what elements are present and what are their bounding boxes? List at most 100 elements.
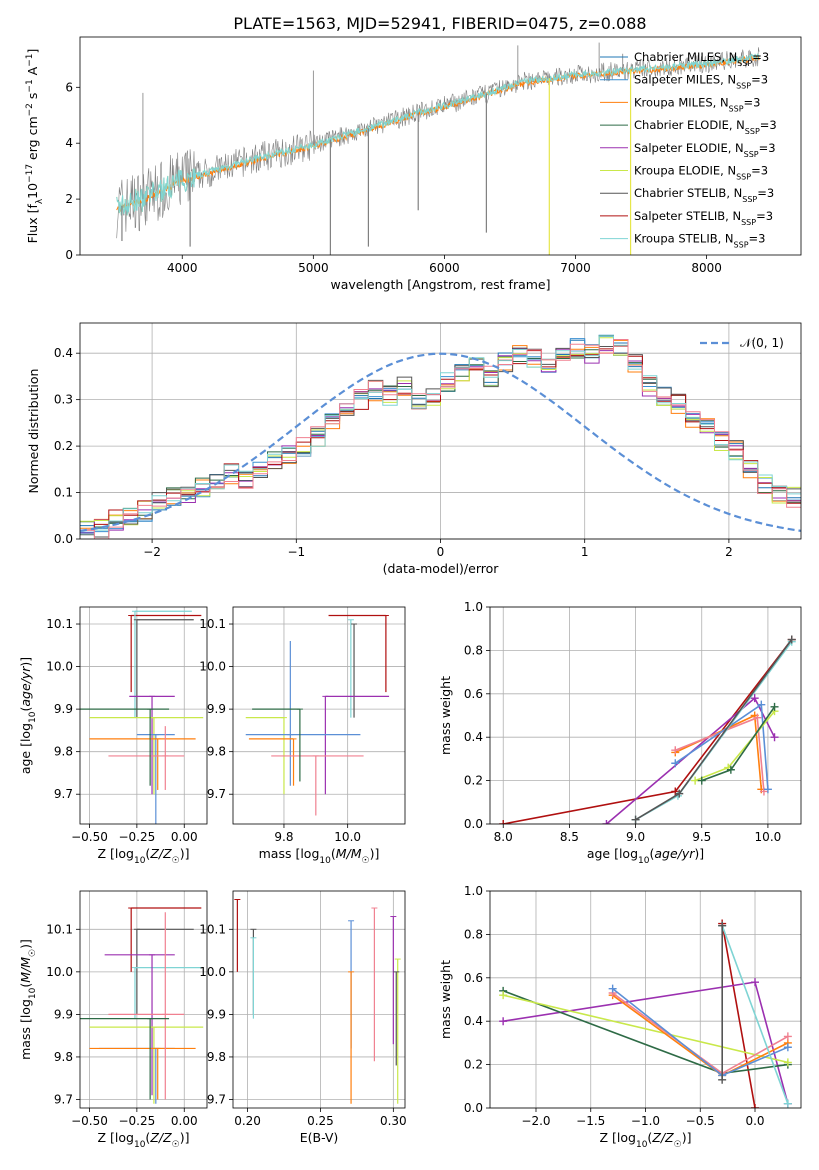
- y-tick-label: 10.0: [199, 660, 226, 674]
- mass_vs_z-panel: −0.50 −0.25 0.00 9.7 9.8 9.9 10.0 10.1 Z [log10(…: [18, 890, 208, 1150]
- y-tick-label: 0.3: [54, 393, 73, 407]
- y-tick-label: 9.7: [54, 1092, 73, 1106]
- data-point: [234, 899, 241, 972]
- x-tick-label: 2: [725, 545, 733, 559]
- plus-marker: [751, 978, 760, 987]
- plus-marker: [499, 1017, 508, 1026]
- x-tick-label: 9.5: [692, 830, 711, 844]
- y-tick-label: 1.0: [464, 600, 483, 614]
- axes-frame: [79, 322, 802, 540]
- y-tick-label: 9.8: [54, 745, 73, 759]
- x-tick-label: 0.00: [171, 830, 198, 844]
- errorbars: [80, 610, 204, 824]
- histogram-series: [80, 335, 801, 535]
- plus-marker: [499, 820, 508, 824]
- legend-entry: Salpeter ELODIE, NSSP=3: [634, 141, 776, 159]
- data-point: [128, 907, 202, 972]
- x-axis-label: Z [log10(Z/Z☉)]: [600, 1130, 692, 1150]
- data-point: [104, 954, 175, 1096]
- plus-marker: [718, 1075, 727, 1084]
- plus-marker: [770, 702, 779, 711]
- data-point: [89, 1047, 196, 1100]
- spectrum-panel: 4000 5000 6000 7000 8000 0 2 4 6 wavelength [Angs…: [25, 36, 802, 292]
- x-tick-label: −0.5: [686, 1114, 715, 1128]
- y-tick-label: 9.8: [207, 1050, 226, 1064]
- y-tick-label: 10.1: [46, 922, 73, 936]
- plus-marker: [697, 776, 706, 785]
- y-axis-label: age [log10(age/yr)]: [18, 657, 38, 774]
- plus-marker: [763, 785, 772, 794]
- x-tick-label: −0.50: [71, 830, 108, 844]
- plus-marker: [783, 1058, 792, 1067]
- x-tick-label: 0.30: [380, 1114, 407, 1128]
- data-point: [245, 641, 361, 786]
- y-tick-label: 0.6: [464, 971, 483, 985]
- y-tick-label: 9.7: [207, 787, 226, 801]
- plus-marker: [751, 1104, 760, 1108]
- axes-frame: [79, 36, 802, 256]
- legend-entry: Chabrier ELODIE, NSSP=3: [634, 118, 777, 136]
- data-point: [89, 738, 196, 790]
- x-tick-label: 10.0: [334, 830, 361, 844]
- y-tick-label: 0.8: [464, 927, 483, 941]
- axes-frame: [232, 606, 406, 825]
- data-point: [252, 708, 303, 782]
- y-axis-label: mass weight: [438, 960, 453, 1039]
- legend-entry: Kroupa STELIB, NSSP=3: [634, 232, 765, 250]
- data-point: [371, 907, 378, 1062]
- histogram-series: [80, 339, 801, 539]
- y-axis-label: mass [log10(M/M☉)]: [18, 939, 38, 1060]
- plus-marker: [675, 789, 684, 798]
- data-point: [136, 734, 175, 824]
- y-tick-label: 0.0: [464, 1101, 483, 1115]
- age_vs_z-panel: −0.50 −0.25 0.00 9.7 9.8 9.9 10.0 10.1 Z [log10(…: [18, 606, 208, 866]
- axes-frame: [489, 606, 802, 825]
- data-point: [80, 1018, 170, 1100]
- x-tick-label: 1: [581, 545, 589, 559]
- weight-series: [721, 925, 789, 1104]
- data-point: [322, 695, 390, 795]
- y-tick-label: 9.9: [54, 702, 73, 716]
- y-tick-label: 1.0: [464, 884, 483, 898]
- data-point: [390, 916, 397, 1045]
- plus-marker: [726, 765, 735, 774]
- y-tick-label: 9.7: [54, 787, 73, 801]
- x-axis-label: Z [log10(Z/Z☉)]: [98, 846, 190, 866]
- y-tick-label: 0.4: [464, 1014, 483, 1028]
- data-point: [131, 966, 202, 1019]
- y-tick-label: 10.0: [46, 660, 73, 674]
- y-tick-label: 10.1: [46, 617, 73, 631]
- y-tick-label: 6: [65, 80, 73, 94]
- histogram-steps: [80, 334, 801, 539]
- model-spectrum-cyan: [116, 53, 760, 216]
- legend-entry: Salpeter MILES, NSSP=3: [634, 73, 768, 91]
- y-tick-label: 9.7: [207, 1092, 226, 1106]
- x-tick-label: −2.0: [521, 1114, 550, 1128]
- weight-lines: [499, 919, 792, 1108]
- plus-marker: [753, 713, 762, 722]
- y-tick-label: 0.0: [464, 817, 483, 831]
- axes-frame: [489, 890, 802, 1109]
- x-tick-label: −2: [143, 545, 161, 559]
- x-tick-label: 0.00: [171, 1114, 198, 1128]
- x-axis-label: age [log10(age/yr)]: [587, 846, 704, 866]
- data-point: [108, 912, 185, 1100]
- data-point: [248, 738, 297, 786]
- y-tick-label: 9.9: [54, 1007, 73, 1021]
- plus-marker: [783, 1043, 792, 1052]
- x-tick-label: 0.25: [307, 1114, 334, 1128]
- x-tick-label: 0.20: [234, 1114, 261, 1128]
- x-tick-label: 8000: [691, 261, 722, 275]
- y-tick-label: 4: [65, 136, 73, 150]
- y-tick-label: 0.6: [464, 687, 483, 701]
- y-tick-label: 0.4: [464, 730, 483, 744]
- data-point: [394, 958, 401, 1104]
- axes-frame: [232, 890, 406, 1109]
- weight-series: [674, 714, 763, 790]
- legend-entry: Kroupa ELODIE, NSSP=3: [634, 164, 768, 182]
- data-point: [271, 755, 364, 816]
- spectrum-lines: [116, 42, 760, 255]
- weight-series: [605, 696, 776, 824]
- errorbars: [245, 614, 390, 816]
- x-tick-label: 9.8: [274, 830, 293, 844]
